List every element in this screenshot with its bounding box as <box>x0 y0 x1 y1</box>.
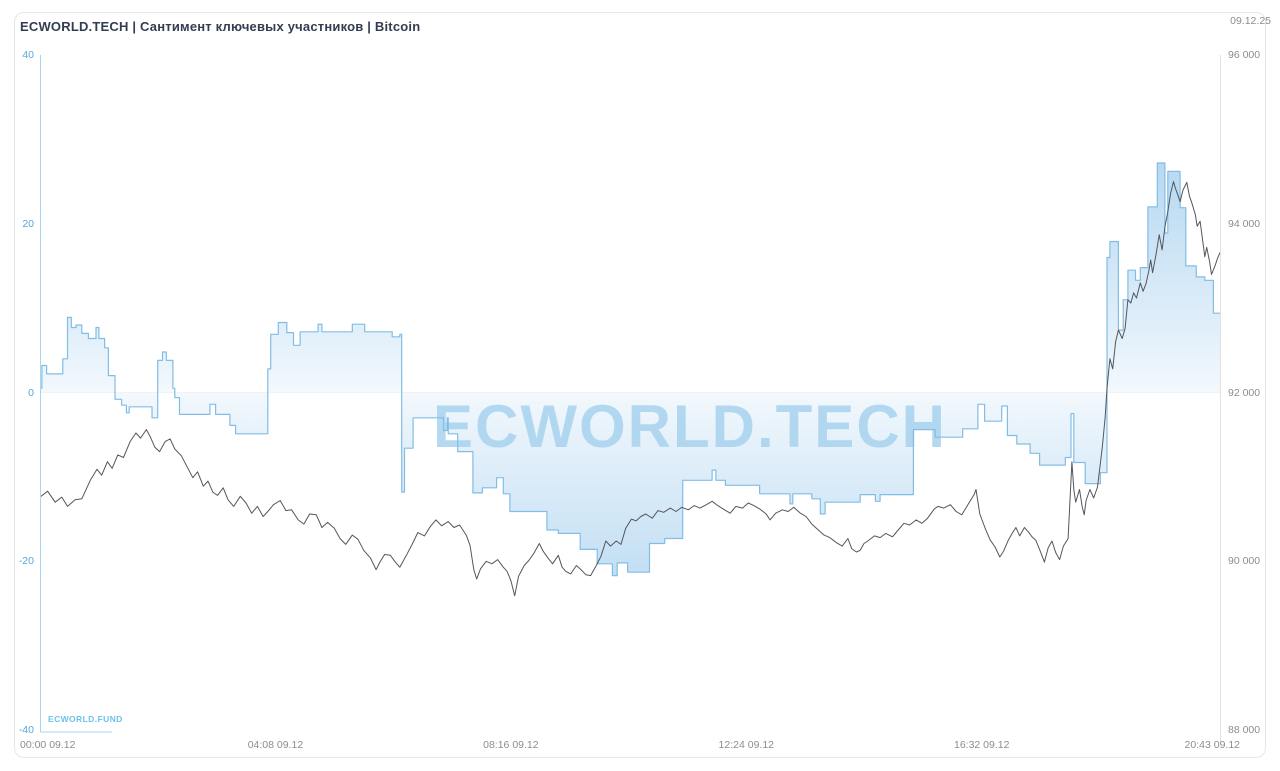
sentiment-area <box>40 163 1220 576</box>
bitcoin-price-line <box>39 181 1221 597</box>
sentiment-step-line <box>40 162 1220 577</box>
chart-card <box>14 12 1266 758</box>
watermark-text: ECWORLD.TECH <box>433 393 947 460</box>
